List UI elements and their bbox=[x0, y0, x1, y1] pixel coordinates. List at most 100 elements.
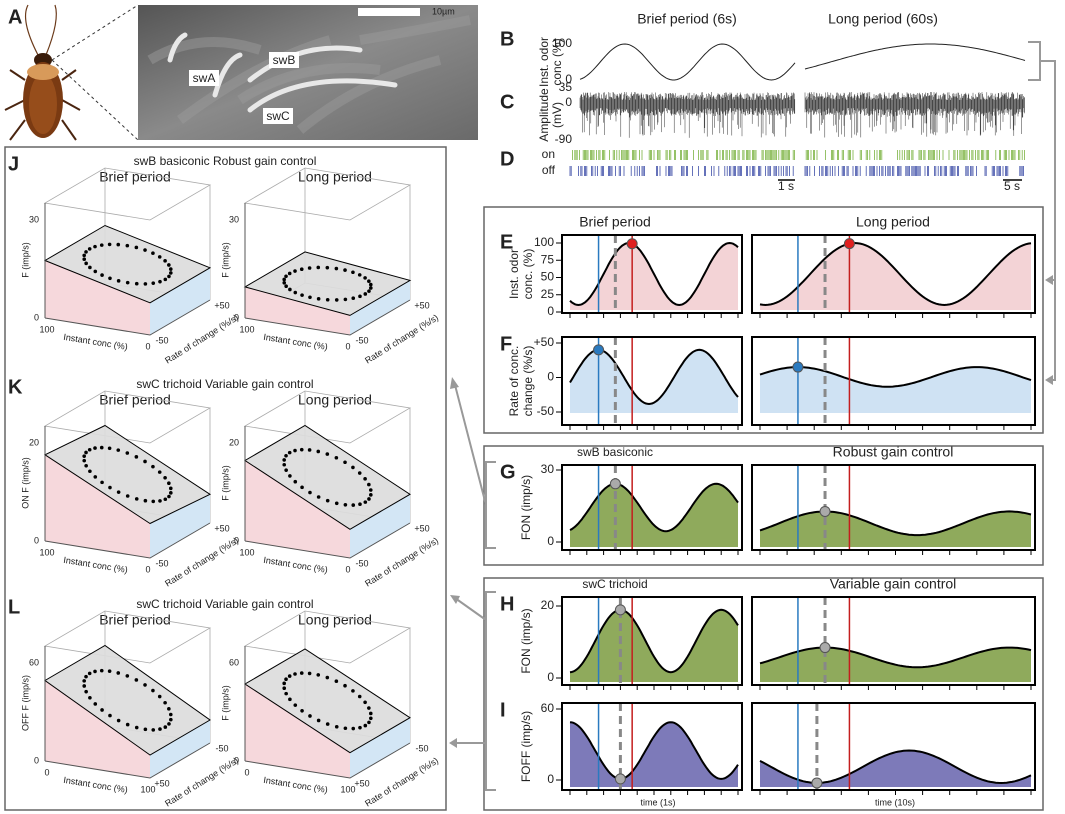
rate-face bbox=[150, 494, 210, 558]
y-tick-label: -50 bbox=[537, 404, 555, 418]
panel-letter: D bbox=[500, 148, 514, 170]
trajectory-dot bbox=[108, 713, 112, 718]
plot-frame bbox=[751, 234, 1036, 314]
panel-letter: G bbox=[500, 461, 516, 483]
trajectory-dot bbox=[300, 485, 304, 490]
z-tick-label: 0 bbox=[234, 755, 239, 765]
marker-dot bbox=[626, 238, 638, 250]
scale-bar-label: 1 s bbox=[778, 179, 794, 193]
trajectory-dot bbox=[93, 244, 97, 249]
trajectory-dot bbox=[363, 500, 368, 504]
y-label: Rate of conc. bbox=[507, 346, 521, 417]
y-tick-label: +50 bbox=[534, 335, 555, 349]
y-label: FON (imp/s) bbox=[519, 475, 533, 540]
curve-fill bbox=[760, 511, 1031, 547]
y-tick-label: 50 bbox=[541, 270, 555, 284]
trajectory-dot bbox=[351, 726, 356, 731]
curve bbox=[759, 366, 1032, 388]
trajectory-dot bbox=[358, 502, 362, 507]
trajectory-dot bbox=[82, 684, 87, 688]
trajectory-dot bbox=[93, 669, 97, 674]
trajectory-dot bbox=[325, 675, 330, 680]
panel-letter: L bbox=[8, 596, 20, 618]
trajectory-dot bbox=[168, 486, 173, 491]
trajectory-dot bbox=[167, 274, 171, 279]
trajectory-dot bbox=[284, 284, 288, 288]
trajectory-dot bbox=[343, 460, 347, 465]
trajectory-dot bbox=[282, 462, 287, 467]
panel-letter: H bbox=[500, 593, 514, 615]
y-label: Inst. odor bbox=[507, 249, 521, 299]
y-tick-label: -50 bbox=[215, 743, 228, 753]
panel-letter: I bbox=[500, 699, 506, 721]
trajectory-dot bbox=[351, 296, 356, 300]
raster-off bbox=[569, 166, 794, 176]
trajectory-dot bbox=[288, 474, 292, 478]
z-label: F (imp/s) bbox=[220, 242, 230, 278]
trajectory-dot bbox=[84, 463, 88, 468]
conc-face bbox=[45, 260, 150, 335]
trajectory-dot bbox=[116, 242, 121, 247]
plot-title: Variable gain control bbox=[830, 576, 957, 592]
x-tick-label: 0 bbox=[345, 564, 350, 574]
trajectory-dot bbox=[116, 490, 121, 494]
marker-dot bbox=[609, 478, 621, 490]
y-tick-label: -50 bbox=[355, 558, 368, 568]
trajectory-dot bbox=[87, 247, 92, 251]
hair-label: swC bbox=[266, 109, 290, 123]
trajectory-dot bbox=[316, 495, 321, 499]
plot-frame bbox=[751, 464, 1036, 551]
plot-frame bbox=[561, 336, 743, 426]
response-plane bbox=[244, 648, 411, 754]
x-tick-label: 0 bbox=[345, 341, 350, 351]
trajectory-dot bbox=[316, 673, 321, 677]
z-label: F (imp/s) bbox=[220, 685, 230, 721]
trajectory-dot bbox=[84, 250, 88, 254]
trajectory-dot bbox=[151, 281, 156, 285]
y-tick-label: 100 bbox=[552, 36, 572, 50]
z-tick-label: 20 bbox=[29, 438, 39, 448]
trajectory-dot bbox=[363, 723, 368, 728]
trajectory-dot bbox=[163, 725, 168, 729]
response-plane bbox=[243, 251, 412, 316]
trajectory-dot bbox=[107, 242, 112, 247]
trajectory-dot bbox=[82, 679, 86, 683]
z-tick-label: 20 bbox=[229, 438, 239, 448]
curve-fill bbox=[570, 483, 738, 547]
plot-title: Robust gain control bbox=[833, 444, 954, 460]
panel-title: swB basiconic Robust gain control bbox=[134, 154, 317, 168]
raster-on bbox=[805, 150, 1025, 160]
x-label: time (1s) bbox=[640, 797, 675, 807]
z-tick-label: 0 bbox=[34, 755, 39, 765]
marker-dot bbox=[614, 604, 626, 616]
curve-fill bbox=[760, 750, 1031, 787]
trajectory-dot bbox=[93, 446, 97, 450]
trajectory-dot bbox=[307, 671, 312, 676]
trajectory-dot bbox=[88, 695, 92, 700]
panel-letter: F bbox=[500, 333, 512, 355]
trajectory-dot bbox=[282, 681, 286, 686]
y-label: FON (imp/s) bbox=[519, 608, 533, 673]
trajectory-dot bbox=[93, 702, 98, 706]
trajectory-dot bbox=[316, 449, 321, 454]
panel-letter: B bbox=[500, 28, 514, 50]
curve bbox=[759, 646, 1032, 669]
scale-bar-label: 5 s bbox=[1004, 179, 1020, 193]
trajectory-dot bbox=[284, 691, 288, 696]
y-tick-label: 0 bbox=[565, 72, 572, 86]
panel-letter: J bbox=[8, 153, 19, 175]
trajectory-dot bbox=[288, 697, 292, 702]
trajectory-dot bbox=[158, 499, 162, 503]
conc-face bbox=[245, 460, 350, 558]
x-tick-label: 0 bbox=[244, 767, 249, 777]
plot-frame bbox=[561, 464, 743, 551]
row-label: on bbox=[542, 147, 555, 161]
response-plane bbox=[43, 424, 212, 525]
y-tick-label: 60 bbox=[541, 701, 555, 715]
trajectory-dot bbox=[288, 287, 292, 292]
y-tick-label: +50 bbox=[214, 300, 229, 310]
trajectory-dot bbox=[293, 448, 297, 453]
marker-dot bbox=[843, 238, 855, 250]
trajectory-dot bbox=[343, 268, 347, 272]
y-tick-label: 0 bbox=[547, 670, 554, 684]
